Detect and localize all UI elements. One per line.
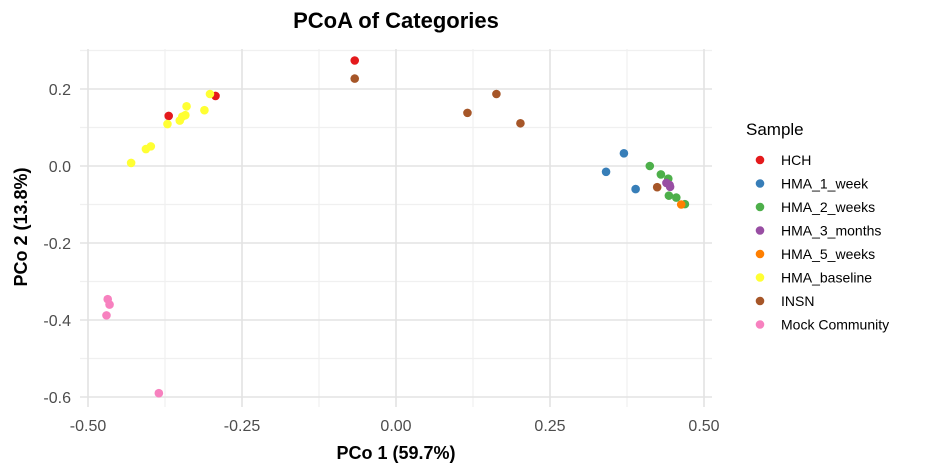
legend-key-hma-2-weeks bbox=[755, 202, 765, 212]
data-point-insn bbox=[492, 89, 501, 99]
data-point-hma-baseline bbox=[146, 142, 156, 151]
data-point-hma-baseline bbox=[200, 105, 209, 115]
legend-label-hma-5-weeks: HMA_5_weeks bbox=[781, 246, 875, 262]
data-point-hma-2-weeks bbox=[671, 193, 681, 202]
legend-title: Sample bbox=[746, 120, 804, 139]
x-tick-label: -0.25 bbox=[224, 418, 261, 435]
legend-label-insn: INSN bbox=[781, 293, 814, 309]
data-point-mock-community bbox=[105, 300, 114, 309]
data-point-hma-5-weeks bbox=[676, 200, 686, 209]
data-point-hma-baseline bbox=[182, 102, 191, 111]
legend-label-hma-1-week: HMA_1_week bbox=[781, 176, 869, 192]
x-tick-label: 0.25 bbox=[534, 418, 565, 435]
data-point-hma-baseline bbox=[126, 158, 136, 168]
data-point-hch bbox=[350, 56, 360, 65]
legend-key-hma-baseline bbox=[755, 273, 765, 282]
major-gridlines bbox=[80, 49, 712, 407]
data-point-mock-community bbox=[102, 311, 111, 320]
data-point-insn bbox=[516, 118, 525, 128]
data-point-insn bbox=[652, 182, 662, 192]
y-tick-label: -0.4 bbox=[43, 313, 71, 330]
legend-key-hma-5-weeks bbox=[755, 249, 765, 259]
y-tick-label: 0.0 bbox=[49, 159, 71, 176]
data-point-insn bbox=[463, 108, 472, 118]
legend-key-mock-community bbox=[755, 320, 765, 329]
legend-key-hma-3-months bbox=[755, 226, 765, 235]
legend-label-hch: HCH bbox=[781, 152, 811, 168]
legend-key-hch bbox=[755, 155, 765, 165]
data-point-hma-baseline bbox=[181, 110, 190, 120]
x-tick-label: -0.50 bbox=[70, 418, 107, 435]
data-points bbox=[102, 56, 690, 398]
data-point-hma-1-week bbox=[619, 148, 629, 158]
x-tick-label: 0.50 bbox=[688, 418, 719, 435]
y-axis-title: PCo 2 (13.8%) bbox=[11, 167, 31, 286]
legend-label-hma-3-months: HMA_3_months bbox=[781, 223, 881, 239]
data-point-hma-baseline bbox=[205, 89, 215, 99]
data-point-hch bbox=[164, 111, 173, 121]
x-axis-title: PCo 1 (59.7%) bbox=[336, 443, 455, 463]
x-tick-label: 0.00 bbox=[380, 418, 411, 435]
data-point-hma-baseline bbox=[163, 119, 172, 129]
y-tick-label: 0.2 bbox=[49, 82, 71, 99]
chart-title: PCoA of Categories bbox=[293, 8, 499, 33]
legend-key-insn bbox=[755, 296, 765, 306]
legend-items: HCH HMA_1_week HMA_2_weeks HMA_3_months HMA_… bbox=[755, 152, 889, 333]
legend-key-hma-1-week bbox=[755, 179, 765, 188]
legend: Sample HCH HMA_1_week HMA_2_weeks HMA_3_mon… bbox=[746, 120, 889, 333]
data-point-hma-1-week bbox=[631, 184, 640, 194]
data-point-insn bbox=[350, 74, 360, 83]
data-point-hma-2-weeks bbox=[645, 161, 655, 171]
data-point-mock-community bbox=[154, 388, 164, 398]
data-point-hma-1-week bbox=[601, 167, 611, 177]
legend-label-hma-baseline: HMA_baseline bbox=[781, 270, 872, 286]
data-point-hma-2-weeks bbox=[656, 170, 666, 179]
y-tick-label: -0.6 bbox=[43, 390, 71, 407]
data-point-hma-3-months bbox=[665, 182, 675, 192]
data-point-hma-2-weeks bbox=[664, 191, 674, 200]
y-tick-label: -0.2 bbox=[43, 236, 71, 253]
x-axis-tick-labels: -0.50 -0.25 0.00 0.25 0.50 bbox=[70, 418, 720, 435]
legend-label-hma-2-weeks: HMA_2_weeks bbox=[781, 199, 875, 215]
legend-label-mock-community: Mock Community bbox=[781, 317, 889, 333]
y-axis-tick-labels: -0.6 -0.4 -0.2 0.0 0.2 bbox=[43, 82, 71, 407]
